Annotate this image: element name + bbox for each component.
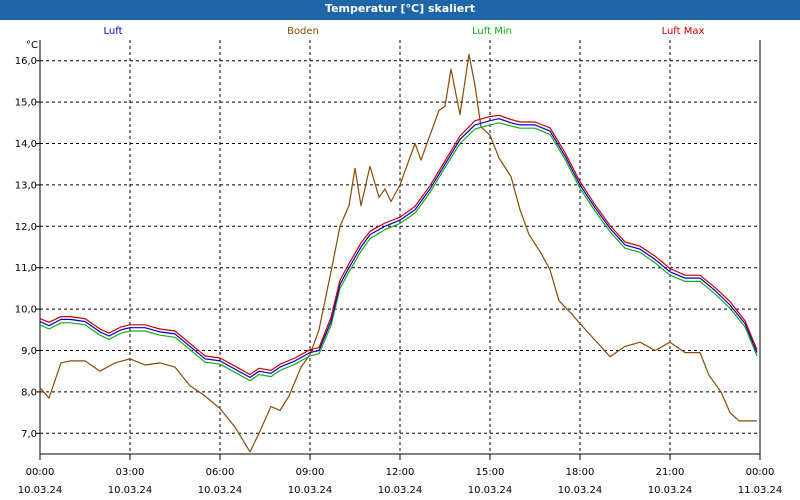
y-tick-label: 7,0 (21, 429, 37, 440)
y-tick-label: 10,0 (15, 305, 37, 316)
x-tick-time: 15:00 (476, 467, 505, 478)
y-axis-label: °C (26, 40, 38, 51)
y-tick-label: 15,0 (15, 98, 37, 109)
y-tick-label: 8,0 (21, 387, 37, 398)
x-tick-date: 10.03.24 (288, 485, 333, 496)
legend-luft-min: Luft Min (472, 26, 512, 37)
x-tick-date: 10.03.24 (198, 485, 243, 496)
series-line-luft-min (39, 122, 758, 382)
y-tick-label: 14,0 (15, 139, 37, 150)
x-tick-time: 00:00 (26, 467, 55, 478)
legend-boden: Boden (287, 26, 319, 37)
y-tick-label: 13,0 (15, 180, 37, 191)
x-tick-date: 10.03.24 (18, 485, 63, 496)
y-tick-label: 9,0 (21, 346, 37, 357)
legend-luft-max: Luft Max (662, 26, 705, 37)
y-tick-label: 16,0 (15, 56, 37, 67)
ticks: 7,0 8,0 9,0 10,0 11,0 12,0 13,0 14,0 15,0 16,0 00:… (15, 56, 783, 496)
x-tick-date: 10.03.24 (108, 485, 153, 496)
window-title: Temperatur [°C] skaliert (0, 0, 800, 20)
series-lines (39, 53, 758, 453)
legend-luft: Luft (104, 26, 123, 37)
series-line-boden (39, 53, 757, 453)
x-tick-time: 03:00 (116, 467, 145, 478)
x-tick-date: 10.03.24 (378, 485, 423, 496)
temperature-chart: 7,0 8,0 9,0 10,0 11,0 12,0 13,0 14,0 15,0 16,0 00:… (0, 20, 800, 500)
legend: Luft Boden Luft Min Luft Max (104, 26, 705, 37)
y-tick-label: 12,0 (15, 222, 37, 233)
series-line-luft-max (39, 114, 758, 376)
x-tick-date: 10.03.24 (648, 485, 693, 496)
series-line-luft (39, 118, 758, 378)
x-tick-time: 18:00 (566, 467, 595, 478)
x-tick-time: 09:00 (296, 467, 325, 478)
x-tick-date: 10.03.24 (468, 485, 513, 496)
x-tick-date: 10.03.24 (558, 485, 603, 496)
x-tick-date: 11.03.24 (738, 485, 783, 496)
y-tick-label: 11,0 (15, 263, 37, 274)
x-tick-time: 12:00 (386, 467, 415, 478)
x-tick-time: 06:00 (206, 467, 235, 478)
x-tick-time: 21:00 (656, 467, 685, 478)
x-tick-time: 00:00 (746, 467, 775, 478)
